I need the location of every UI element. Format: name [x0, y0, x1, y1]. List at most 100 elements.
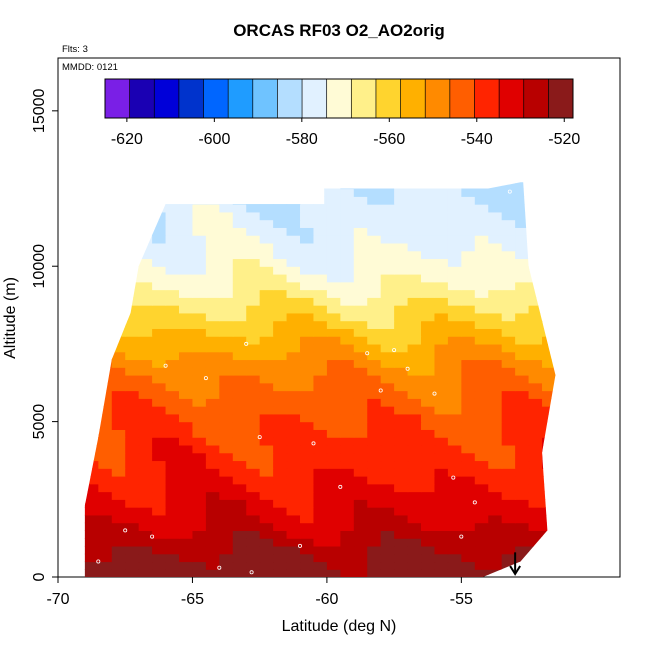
heatmap-cell: [273, 406, 288, 415]
heatmap-cell: [232, 429, 247, 438]
heatmap-cell: [353, 336, 368, 345]
heatmap-cell: [138, 235, 153, 244]
heatmap-cell: [313, 281, 328, 291]
heatmap-cell: [380, 188, 395, 197]
heatmap-cell: [192, 437, 207, 446]
track-marker: [297, 543, 302, 548]
heatmap-cell: [125, 328, 140, 337]
track-marker: [378, 388, 383, 393]
heatmap-cell: [407, 320, 422, 329]
heatmap-cell: [84, 413, 99, 423]
heatmap-cell: [125, 569, 140, 577]
heatmap-cell: [367, 406, 382, 415]
heatmap-cell: [246, 219, 261, 228]
heatmap-cell: [246, 367, 261, 376]
colorbar-swatch: [129, 79, 155, 118]
heatmap-cell: [192, 312, 207, 322]
heatmap-cell: [273, 429, 288, 438]
heatmap-cell: [340, 561, 355, 570]
heatmap-cell: [98, 569, 113, 577]
heatmap-cell: [461, 538, 476, 547]
heatmap-cell: [447, 359, 462, 368]
heatmap-cell: [205, 382, 220, 392]
heatmap-cell: [528, 460, 543, 469]
heatmap-cell: [286, 297, 301, 306]
colorbar-tick-label: -580: [286, 131, 318, 148]
heatmap-cell: [84, 196, 99, 205]
colorbar-swatch: [105, 79, 131, 118]
heatmap-cell: [246, 452, 261, 462]
heatmap-cell: [259, 182, 274, 190]
heatmap-cell: [192, 444, 207, 454]
heatmap-cell: [111, 483, 126, 493]
heatmap-field: [58, 173, 556, 577]
heatmap-cell: [165, 219, 180, 228]
heatmap-cell: [488, 499, 503, 508]
heatmap-cell: [434, 266, 449, 275]
heatmap-cell: [232, 545, 247, 555]
heatmap-cell: [447, 553, 462, 563]
heatmap-cell: [407, 390, 422, 399]
heatmap-cell: [300, 320, 315, 329]
heatmap-cell: [474, 182, 489, 190]
heatmap-cell: [515, 242, 530, 252]
heatmap-cell: [58, 375, 72, 383]
heatmap-cell: [542, 460, 556, 469]
heatmap-cell: [447, 305, 462, 314]
heatmap-cell: [340, 460, 355, 469]
heatmap-cell: [179, 507, 194, 516]
heatmap-cell: [461, 297, 476, 306]
heatmap-cell: [407, 204, 422, 213]
heatmap-cell: [98, 173, 112, 181]
heatmap-cell: [447, 545, 462, 555]
heatmap-cell: [340, 320, 355, 329]
heatmap-cell: [380, 219, 395, 228]
heatmap-cell: [515, 359, 530, 368]
heatmap-cell: [394, 413, 409, 423]
heatmap-cell: [394, 390, 409, 399]
heatmap-cell: [138, 312, 153, 322]
heatmap-cell: [98, 336, 113, 345]
heatmap-cell: [407, 359, 422, 368]
heatmap-cell: [434, 530, 449, 539]
heatmap-cell: [125, 468, 140, 477]
heatmap-cell: [179, 196, 194, 205]
heatmap-cell: [474, 499, 489, 508]
heatmap-cell: [259, 320, 274, 329]
heatmap-cell: [434, 553, 449, 563]
heatmap-cell: [259, 250, 274, 260]
heatmap-cell: [542, 305, 556, 314]
heatmap-cell: [528, 468, 543, 477]
heatmap-cell: [421, 538, 436, 547]
heatmap-cell: [259, 258, 274, 267]
heatmap-cell: [407, 188, 422, 197]
heatmap-cell: [219, 336, 234, 345]
heatmap-cell: [542, 266, 556, 275]
heatmap-cell: [219, 460, 234, 469]
heatmap-cell: [313, 538, 328, 547]
heatmap-cell: [192, 182, 207, 190]
heatmap-cell: [286, 320, 301, 329]
arrow-annotation: [509, 552, 521, 576]
heatmap-cell: [501, 437, 516, 446]
heatmap-cell: [555, 491, 556, 500]
heatmap-cell: [84, 242, 99, 252]
heatmap-cell: [58, 290, 72, 298]
heatmap-cell: [165, 483, 180, 493]
heatmap-cell: [380, 204, 395, 213]
heatmap-cell: [98, 468, 113, 477]
heatmap-cell: [152, 538, 167, 547]
heatmap-cell: [461, 211, 476, 221]
heatmap-cell: [111, 522, 126, 531]
heatmap-cell: [394, 476, 409, 485]
heatmap-cell: [273, 219, 288, 228]
heatmap-cell: [125, 273, 140, 283]
colorbar-swatch: [302, 79, 328, 118]
heatmap-cell: [501, 250, 516, 260]
heatmap-cell: [286, 468, 301, 477]
heatmap-cell: [165, 514, 180, 524]
heatmap-cell: [286, 429, 301, 438]
heatmap-cell: [166, 173, 180, 181]
heatmap-cell: [394, 204, 409, 213]
heatmap-cell: [232, 460, 247, 469]
